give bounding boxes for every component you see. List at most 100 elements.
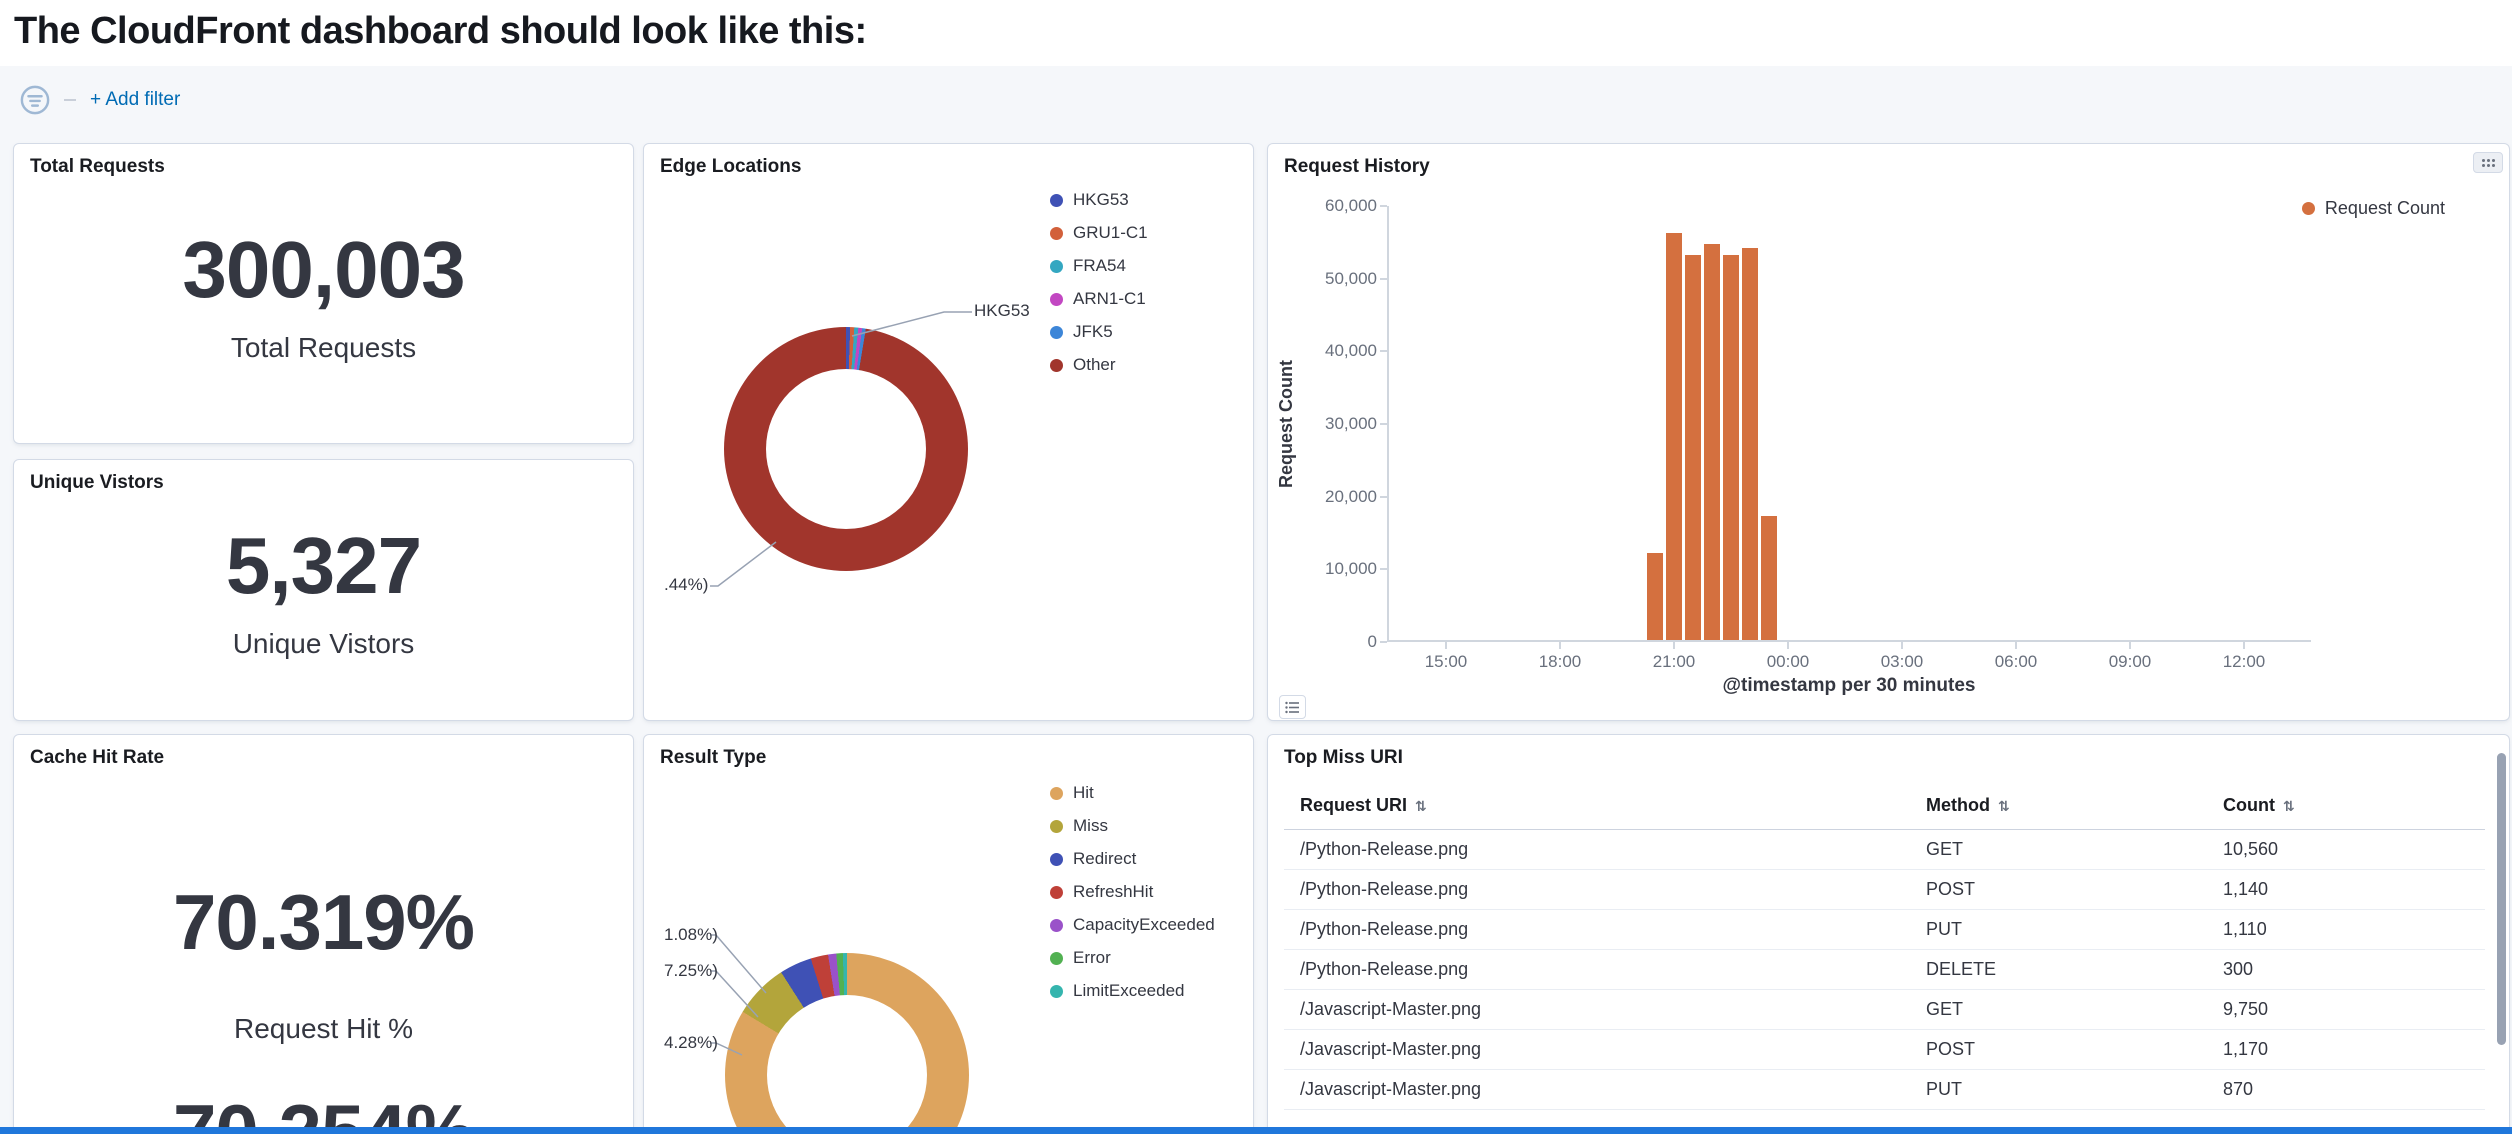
legend-item-jfk5[interactable]: JFK5 [1050,322,1148,342]
bar-21:00[interactable] [1666,233,1682,640]
result-type-donut-chart[interactable] [725,953,969,1134]
table-row: /Javascript-Master.png PUT 870 [1284,1069,2485,1110]
bar-23:00[interactable] [1742,247,1758,640]
legend-dot [1050,918,1063,932]
x-tick-label: 18:00 [1538,652,1582,671]
legend-item-fra54[interactable]: FRA54 [1050,256,1148,276]
legend-label: HKG53 [1073,190,1129,209]
metric-value: 5,327 [225,521,422,610]
y-tick-label: 0 [1367,632,1377,651]
legend-toggle-button[interactable] [1279,695,1306,719]
y-tick-label: 50,000 [1325,268,1377,288]
legend-item-gru1-c1[interactable]: GRU1-C1 [1050,223,1148,243]
filter-icon[interactable] [20,85,50,115]
request-history-plot: 0 10,000 20,000 30,000 40,000 50,000 60,000 15:… [1325,196,2311,671]
legend-item-redirect[interactable]: Redirect [1050,849,1215,869]
edge-locations-legend: HKG53 GRU1-C1 FRA54 ARN1-C1 JFK5 Other [1050,190,1148,375]
legend-dot [1050,358,1063,372]
legend-dot [1050,885,1063,899]
x-tick-label: 06:00 [1994,652,2038,671]
panel-title: Result Type [660,747,767,768]
legend-label: FRA54 [1073,256,1126,275]
legend-item-capacityexceeded[interactable]: CapacityExceeded [1050,915,1215,935]
edge-locations-donut-chart[interactable] [724,327,968,571]
bar-22:00[interactable] [1704,243,1720,640]
y-tick-label: 60,000 [1325,196,1377,215]
legend-dot [2301,202,2315,215]
legend-item-arn1-c1[interactable]: ARN1-C1 [1050,289,1148,309]
table-row: /Javascript-Master.png GET 9,750 [1284,989,2485,1030]
legend-label: LimitExceeded [1073,981,1185,1000]
page-title: The CloudFront dashboard should look lik… [14,10,867,52]
x-tick-label: 03:00 [1880,652,1924,671]
panel-title: Cache Hit Rate [30,747,165,768]
legend-item-hkg53[interactable]: HKG53 [1050,190,1148,210]
legend-item-miss[interactable]: Miss [1050,816,1215,836]
panel-title: Edge Locations [660,156,802,177]
sort-icon: ⇅ [2282,799,2295,816]
x-tick-mark [2129,642,2131,649]
table-row: /Python-Release.png PUT 1,110 [1284,909,2485,950]
panel-total-requests: Total Requests 300,003 Total Requests [13,143,634,444]
metric-label: Unique Vistors [232,628,415,659]
legend-item-error[interactable]: Error [1050,948,1215,968]
x-tick-label: 15:00 [1424,652,1468,671]
legend-label: GRU1-C1 [1073,223,1148,242]
x-tick-mark [1787,642,1789,649]
column-header-method[interactable]: Method ⇅ [1926,783,2223,830]
legend-dot [1050,325,1063,339]
legend-item-refreshhit[interactable]: RefreshHit [1050,882,1215,902]
legend-item-other[interactable]: Other [1050,355,1148,375]
bar-21:30[interactable] [1685,254,1701,640]
x-tick-label: 00:00 [1766,652,1810,671]
legend-dot [1050,259,1063,273]
table-cell: /Python-Release.png [1284,949,1926,990]
panel-unique-visitors: Unique Vistors 5,327 Unique Vistors [13,459,634,721]
table-cell: /Javascript-Master.png [1284,1029,1926,1070]
bottom-blue-line [0,1127,2512,1134]
panel-options-button[interactable] [2473,152,2503,173]
panel-top-miss-uri: Top Miss URI Request URI ⇅ Method ⇅ Count ⇅ /… [1267,734,2510,1134]
metric-value: 300,003 [182,224,465,314]
legend-dot [1050,984,1063,998]
table-cell: DELETE [1926,949,2223,990]
legend-label: Error [1073,948,1111,967]
table-cell: POST [1926,869,2223,910]
table-cell: 1,170 [2223,1029,2485,1070]
table-cell: GET [1926,829,2223,870]
column-header-count[interactable]: Count ⇅ [2223,783,2485,830]
x-tick-mark [1445,642,1447,649]
x-tick-mark [1673,642,1675,649]
legend-item-hit[interactable]: Hit [1050,783,1215,803]
legend-dot [1050,852,1063,866]
result-type-legend: Hit Miss Redirect RefreshHit CapacityExceede… [1050,783,1215,1001]
add-filter-button[interactable]: + Add filter [90,89,181,110]
table-cell: 1,140 [2223,869,2485,910]
table-row: /Javascript-Master.png POST 1,170 [1284,1029,2485,1070]
list-icon [1285,701,1299,713]
x-tick-label: 09:00 [2108,652,2152,671]
panel-request-history: Request History Request Count Request Co… [1267,143,2510,721]
bar-23:30[interactable] [1761,516,1777,640]
table-cell: 10,560 [2223,829,2485,870]
metric-label: Total Requests [230,331,417,363]
metric-label: Request Hit % [234,1013,413,1044]
chart-legend-request-count[interactable]: Request Count [2301,198,2445,219]
y-tick-label: 10,000 [1325,559,1377,579]
legend-dot [1050,193,1063,207]
y-tick-label: 20,000 [1325,486,1377,506]
panel-cache-hit-rate: Cache Hit Rate 70.319% Request Hit % 70.… [13,734,634,1134]
table-cell: /Javascript-Master.png [1284,1069,1926,1110]
slice-callout-label: 7.25%) [664,961,718,980]
bar-22:30[interactable] [1723,254,1739,640]
vertical-scrollbar[interactable] [2497,753,2506,1045]
table-header-row: Request URI ⇅ Method ⇅ Count ⇅ [1284,783,2485,830]
bar-20:30[interactable] [1647,552,1663,640]
table-cell: 870 [2223,1069,2485,1110]
column-header-request-uri[interactable]: Request URI ⇅ [1284,783,1926,830]
legend-item-limitexceeded[interactable]: LimitExceeded [1050,981,1215,1001]
panel-title: Top Miss URI [1284,747,1403,768]
legend-label: Redirect [1073,849,1137,868]
legend-label: Request Count [2324,198,2445,218]
panel-edge-locations: Edge Locations HKG53 .44%) HKG53 GRU1-C1 F… [643,143,1254,721]
